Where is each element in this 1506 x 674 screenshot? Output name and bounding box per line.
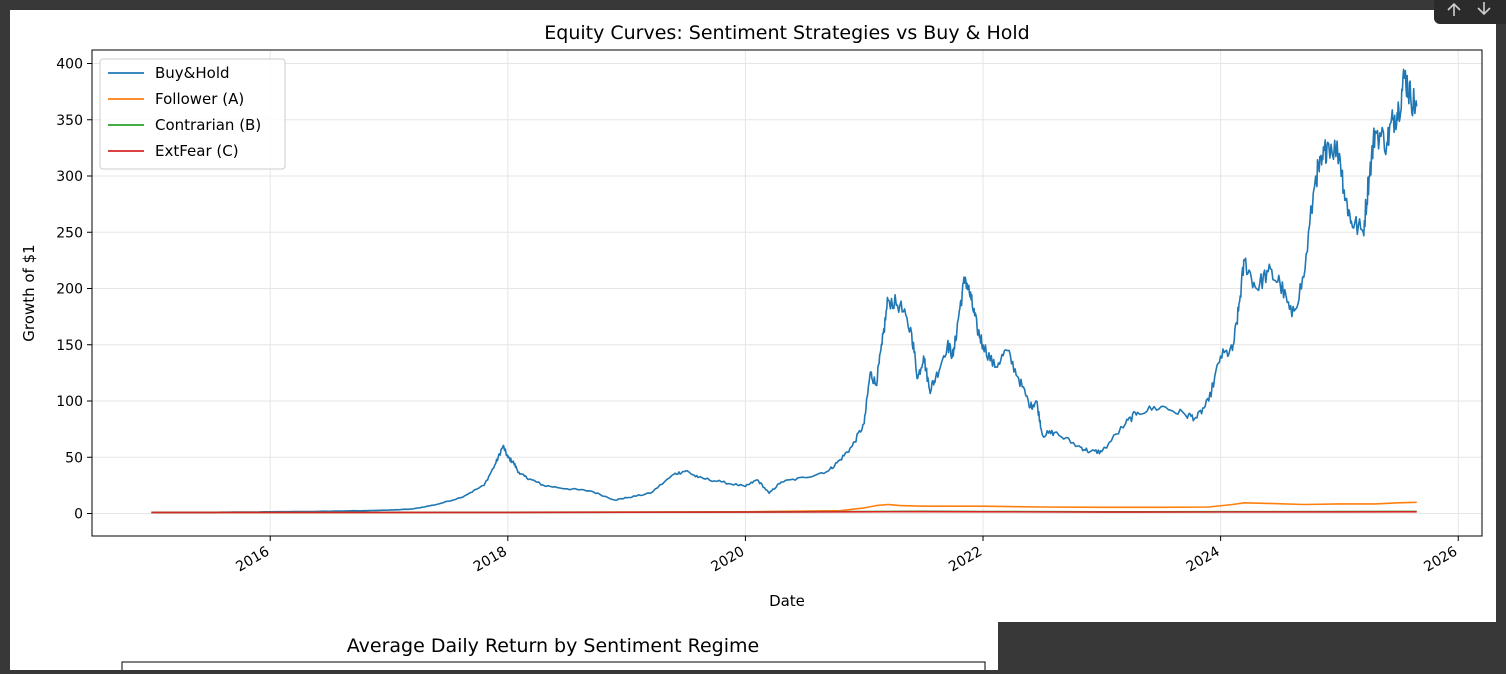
- y-tick-label: 50: [65, 450, 83, 466]
- x-tick-label: 2020: [709, 544, 748, 576]
- chart-title: Equity Curves: Sentiment Strategies vs B…: [544, 22, 1029, 44]
- y-tick-label: 0: [74, 507, 83, 523]
- y-tick-label: 250: [56, 225, 83, 241]
- equity-curves-chart: 0 50 100 150 200 250 300 350 400 2016 2018 2020 2022…: [20, 22, 1483, 674]
- axes-frame: [91, 49, 1483, 537]
- arrow-down-icon[interactable]: [1477, 2, 1491, 16]
- legend-box: [99, 58, 286, 170]
- y-tick-label: 100: [56, 394, 83, 410]
- series-line-buy-hold: [151, 68, 1418, 514]
- x-tick-label: 2024: [1184, 544, 1223, 576]
- subplot-axes-frame: [121, 661, 986, 674]
- x-axis-label: Date: [769, 592, 805, 610]
- legend-label-buy-hold: Buy&Hold: [155, 64, 230, 82]
- legend-label-contrarian-b: Contrarian (B): [155, 116, 261, 134]
- y-tick-label: 300: [56, 169, 83, 185]
- y-tick-label: 350: [56, 113, 83, 129]
- subplot-title: Average Daily Return by Sentiment Regime: [347, 635, 759, 657]
- series-line-extfear-c: [151, 510, 1417, 514]
- legend-label-follower-a: Follower (A): [155, 90, 244, 108]
- x-tick-label: 2016: [233, 544, 272, 576]
- legend: Buy&Hold Follower (A) Contrarian (B) ExtFea…: [99, 58, 286, 170]
- output-dark-panel: [998, 622, 1506, 670]
- arrow-up-icon[interactable]: [1447, 2, 1461, 16]
- x-tick-label: 2018: [471, 544, 510, 576]
- series-lines: [151, 68, 1418, 514]
- legend-label-extfear-c: ExtFear (C): [155, 142, 239, 160]
- y-tick-label: 200: [56, 282, 83, 298]
- y-axis-label: Growth of $1: [20, 244, 38, 341]
- x-tick-label: 2022: [946, 544, 985, 576]
- figure: 0 50 100 150 200 250 300 350 400 2016 2018 2020 2022…: [10, 10, 1496, 674]
- x-tick-label: 2026: [1421, 544, 1460, 576]
- y-tick-label: 400: [56, 57, 83, 73]
- cell-toolbar: [1434, 0, 1506, 24]
- grid-lines: [92, 50, 1482, 536]
- y-tick-label: 150: [56, 338, 83, 354]
